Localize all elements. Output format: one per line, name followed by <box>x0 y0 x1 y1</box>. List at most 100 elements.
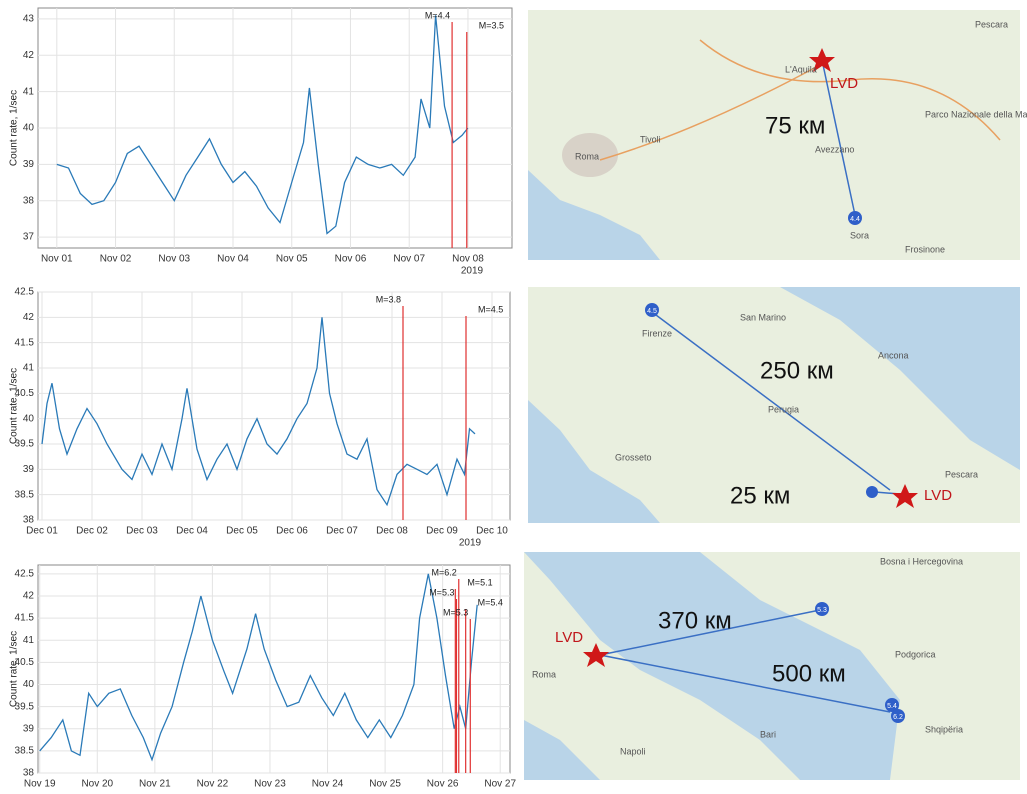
place-label: Avezzano <box>815 144 854 154</box>
place-label: Pescara <box>975 19 1008 29</box>
x-tick-label: Dec 04 <box>176 526 208 537</box>
station-label: LVD <box>555 629 583 646</box>
x-tick-label: Nov 04 <box>217 254 249 265</box>
place-label: L'Aquila <box>785 64 817 74</box>
y-tick-label: 40 <box>23 413 35 424</box>
marker-label: 5.3 <box>817 607 827 614</box>
station-label: LVD <box>830 75 858 92</box>
place-label: Perugia <box>768 404 799 414</box>
y-tick-label: 39 <box>23 723 35 734</box>
event-label: M=3.8 <box>376 294 401 304</box>
x-tick-label: Nov 20 <box>81 779 113 789</box>
y-tick-label: 43 <box>23 14 35 25</box>
event-label: M=4.4 <box>425 10 450 20</box>
y-tick-label: 37 <box>23 232 35 243</box>
event-label: M=4.5 <box>478 304 503 314</box>
map-1: LVD 75 км 4.4 L'Aquila Roma Sora Avezzan… <box>528 10 1027 260</box>
y-tick-label: 39 <box>23 159 35 170</box>
y-axis-label: Count rate, 1/sec <box>9 90 20 166</box>
place-label: Bari <box>760 729 776 739</box>
x-tick-label: Dec 05 <box>226 526 258 537</box>
place-label: Frosinone <box>905 244 945 254</box>
y-tick-label: 42.5 <box>15 287 35 298</box>
x-tick-label: Nov 23 <box>254 779 286 789</box>
marker-label: 5.4 <box>887 703 897 710</box>
event-label: M=5.3 <box>429 587 454 597</box>
x-tick-label: Nov 21 <box>139 779 171 789</box>
y-tick-label: 38.5 <box>15 746 35 757</box>
event-label: M=5.3 <box>443 607 468 617</box>
x-tick-label: Nov 01 <box>41 254 73 265</box>
plot-area <box>38 292 510 520</box>
y-tick-label: 41 <box>23 363 35 374</box>
y-tick-label: 41 <box>23 635 35 646</box>
place-label: Firenze <box>642 328 672 338</box>
place-label: Pescara <box>945 469 978 479</box>
x-tick-label: Nov 02 <box>100 254 132 265</box>
place-label: Ancona <box>878 350 909 360</box>
y-tick-label: 38 <box>23 515 35 526</box>
map-2: LVD 250 км 25 км 4.5 San Marino Firenze … <box>528 287 1020 523</box>
place-label: Tivoli <box>640 134 661 144</box>
x-tick-label: Nov 19 <box>24 779 56 789</box>
y-tick-label: 40 <box>23 123 35 134</box>
x-tick-label: Dec 07 <box>326 526 358 537</box>
x-tick-label: Dec 06 <box>276 526 308 537</box>
x-tick-label: Dec 02 <box>76 526 108 537</box>
distance-label: 500 км <box>772 660 846 687</box>
y-tick-label: 41 <box>23 86 35 97</box>
event-label: M=5.1 <box>467 577 492 587</box>
y-axis-label: Count rate, 1/sec <box>9 631 20 707</box>
place-label: Roma <box>575 151 599 161</box>
x-axis-note: 2019 <box>459 538 482 549</box>
event-label: M=3.5 <box>479 20 504 30</box>
x-tick-label: Nov 08 <box>452 254 484 265</box>
place-label: Bosna i Hercegovina <box>880 556 963 566</box>
x-axis-note: 2019 <box>461 266 484 277</box>
station-label: LVD <box>924 487 952 504</box>
place-label: San Marino <box>740 312 786 322</box>
x-tick-label: Nov 27 <box>484 779 516 789</box>
x-tick-label: Nov 24 <box>312 779 344 789</box>
y-tick-label: 42 <box>23 312 35 323</box>
distance-label: 370 км <box>658 607 732 634</box>
y-tick-label: 38 <box>23 768 35 779</box>
y-tick-label: 39 <box>23 464 35 475</box>
figure: LVD 75 км 4.4 L'Aquila Roma Sora Avezzan… <box>0 0 1027 789</box>
y-tick-label: 41.5 <box>15 337 35 348</box>
y-axis-label: Count rate, 1/sec <box>9 368 20 444</box>
x-tick-label: Nov 03 <box>158 254 190 265</box>
place-label: Napoli <box>620 746 646 756</box>
x-tick-label: Dec 08 <box>376 526 408 537</box>
place-label: Sora <box>850 230 869 240</box>
marker-label: 4.4 <box>850 216 860 223</box>
y-tick-label: 40 <box>23 679 35 690</box>
epicenter-marker <box>866 486 878 498</box>
y-tick-label: 38 <box>23 195 35 206</box>
x-tick-label: Nov 06 <box>335 254 367 265</box>
x-tick-label: Dec 09 <box>426 526 458 537</box>
x-tick-label: Nov 05 <box>276 254 308 265</box>
marker-label: 4.5 <box>647 308 657 315</box>
distance-label: 25 км <box>730 482 790 509</box>
x-tick-label: Nov 22 <box>197 779 229 789</box>
place-label: Roma <box>532 669 556 679</box>
y-tick-label: 41.5 <box>15 613 35 624</box>
distance-label: 75 км <box>765 112 825 139</box>
x-tick-label: Dec 10 <box>476 526 508 537</box>
x-tick-label: Dec 01 <box>26 526 58 537</box>
x-tick-label: Nov 07 <box>393 254 425 265</box>
place-label: Grosseto <box>615 452 652 462</box>
y-tick-label: 42 <box>23 591 35 602</box>
x-tick-label: Dec 03 <box>126 526 158 537</box>
place-label: Parco Nazionale della Majella <box>925 109 1027 119</box>
x-tick-label: Nov 25 <box>369 779 401 789</box>
place-label: Shqipëria <box>925 724 963 734</box>
event-label: M=6.2 <box>432 567 457 577</box>
y-tick-label: 38.5 <box>15 489 35 500</box>
event-label: M=5.4 <box>478 597 503 607</box>
distance-label: 250 км <box>760 357 834 384</box>
map-3: LVD 370 км 500 км 5.3 5.4 6.2 Roma Napol… <box>524 552 1020 780</box>
y-tick-label: 42.5 <box>15 568 35 579</box>
marker-label: 6.2 <box>893 714 903 721</box>
